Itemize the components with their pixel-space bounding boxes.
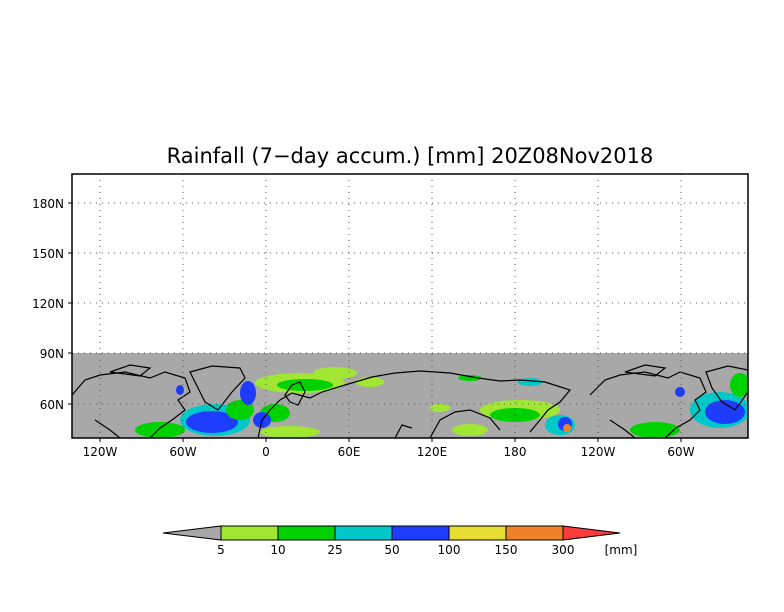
rain-patch [135,422,185,438]
colorbar-segment [448,525,507,541]
x-tick-label: 120W [83,445,118,459]
rain-patch [458,375,482,381]
coastline-greenland [189,365,246,411]
coastline-scandinavia [284,381,306,406]
x-tick-label: 60W [667,445,694,459]
rain-patch [730,373,748,397]
rain-patch [430,404,450,412]
rain-patch [260,426,320,438]
colorbar-label: 10 [270,543,285,557]
y-tick-label: 90N [40,347,64,361]
coastline-greenland-right [705,365,748,411]
coastline-eurasia [257,370,572,438]
rain-patch [705,400,745,424]
colorbar-unit: [mm] [605,543,638,557]
rain-patch [452,424,488,436]
y-tick-label: 150N [32,247,64,261]
coastline-north-america-right [589,371,707,438]
rain-patch [240,381,256,405]
coastline-north-america [72,371,191,438]
coastline-islands [109,364,667,377]
rain-patches [135,367,748,438]
colorbar [162,525,621,541]
x-tick-label: 60E [338,445,361,459]
colorbar-label: 5 [217,543,225,557]
x-tick-label: 120E [417,445,448,459]
colorbar-segment [277,525,336,541]
colorbar-label: 50 [384,543,399,557]
x-axis: 120W 60W 0 60E 120E 180 120W 60W [83,445,695,459]
x-ticks [99,438,682,442]
rain-patch [277,379,333,391]
rain-patch [313,367,357,379]
colorbar-segment [220,525,279,541]
rain-patch [356,377,384,387]
colorbar-label: 100 [438,543,461,557]
y-ticks [68,202,72,405]
colorbar-segment [505,525,564,541]
x-tick-label: 0 [262,445,270,459]
map-grid [72,174,748,438]
rain-patch [630,422,680,438]
colorbar-segment [391,525,450,541]
x-tick-label: 180 [504,445,527,459]
rain-patch [186,411,238,433]
colorbar-labels: 5 10 25 50 100 150 300 [mm] [217,543,637,557]
rain-patch [675,387,685,397]
rain-patch [176,385,184,395]
rain-patch [563,424,571,432]
x-tick-label: 60W [169,445,196,459]
y-tick-label: 120N [32,297,64,311]
y-tick-label: 60N [40,398,64,412]
rain-patch [226,400,254,420]
map-frame [71,173,749,439]
colorbar-segment-above [562,525,621,541]
y-axis: 180N 150N 120N 90N 60N [32,197,64,412]
colorbar-label: 150 [495,543,518,557]
y-tick-label: 180N [32,197,64,211]
rainfall-field [72,353,748,438]
colorbar-segment [334,525,393,541]
colorbar-label: 25 [327,543,342,557]
colorbar-segment-below [162,525,222,541]
coastlines [72,364,748,438]
colorbar-label: 300 [552,543,575,557]
map-title: Rainfall (7−day accum.) [mm] 20Z08Nov201… [167,144,654,168]
x-tick-label: 120W [581,445,616,459]
